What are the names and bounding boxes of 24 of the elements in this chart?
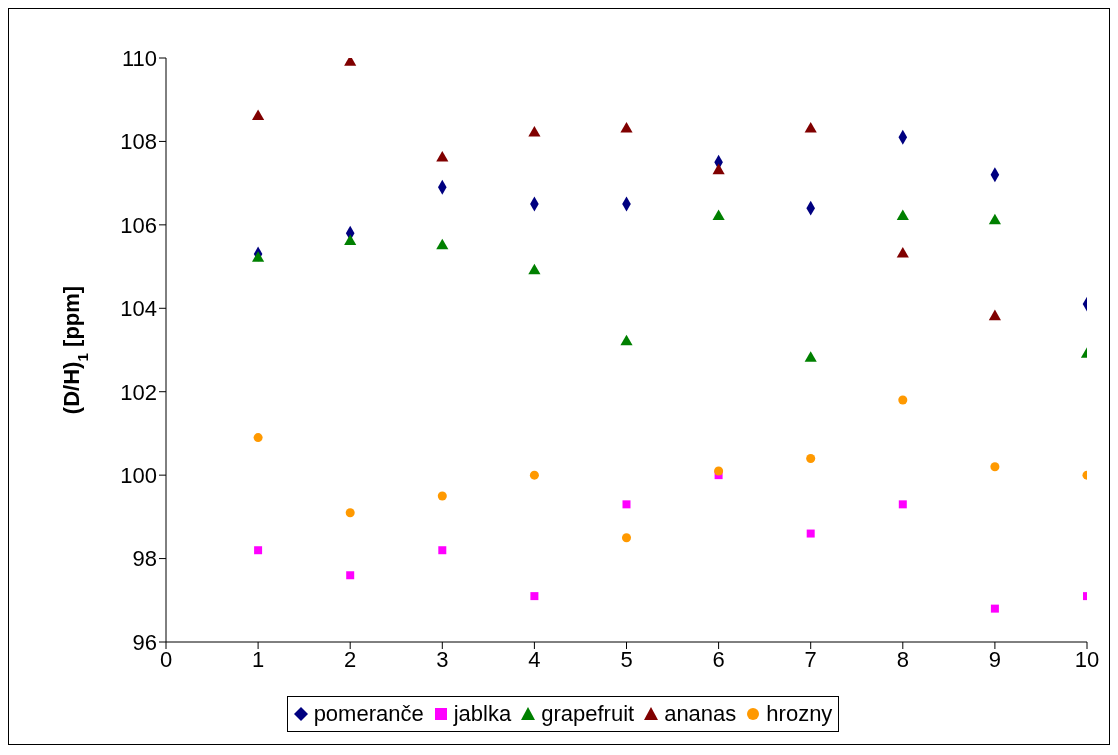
x-tick-label: 3 <box>436 646 449 672</box>
y-tick-label: 110 <box>121 45 157 71</box>
x-tick-label: 6 <box>712 646 725 672</box>
legend-label: ananas <box>664 701 737 727</box>
legend-label: hrozny <box>766 701 833 727</box>
y-tick-label: 102 <box>120 379 157 405</box>
y-tick-label: 104 <box>120 296 157 322</box>
x-tick-label: 2 <box>344 646 357 672</box>
x-tick-label: 10 <box>1074 646 1100 672</box>
x-tick-label: 4 <box>528 646 541 672</box>
x-tick-label: 1 <box>251 646 265 672</box>
x-tick-label: 7 <box>804 646 817 672</box>
y-tick-label: 100 <box>120 462 157 488</box>
legend-label: jablka <box>453 701 512 727</box>
y-tick-label: 106 <box>120 212 157 238</box>
y-tick-label: 98 <box>132 546 157 572</box>
x-tick-label: 8 <box>896 646 909 672</box>
x-tick-label: 5 <box>620 646 633 672</box>
legend-label: grapefruit <box>541 701 635 727</box>
y-tick-label: 96 <box>132 629 157 655</box>
x-tick-label: 9 <box>988 646 1002 672</box>
x-tick-label: 0 <box>159 646 173 672</box>
legend-label: pomeranče <box>313 701 424 727</box>
y-tick-label: 108 <box>120 129 157 155</box>
